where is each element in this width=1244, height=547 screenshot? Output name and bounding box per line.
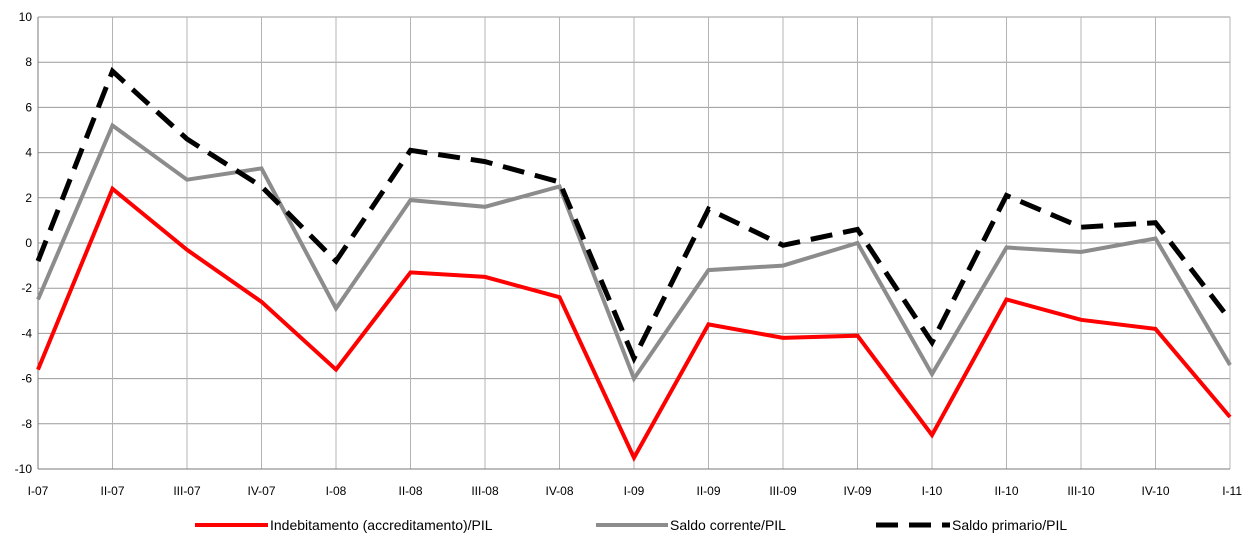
x-tick-label: I-07 — [28, 484, 49, 498]
x-axis-ticks: I-07 II-07 III-07 IV-07 I-08 II-08 III-08 IV-08… — [28, 484, 1243, 498]
legend: Indebitamento (accreditamento)/PIL Saldo … — [195, 517, 1067, 533]
y-tick-label: -10 — [15, 462, 33, 476]
series-line-1 — [36, 185, 1232, 463]
y-axis-ticks: 10 8 6 4 2 0 -2 -4 -6 -8 -10 — [15, 10, 33, 476]
x-tick-label: III-10 — [1067, 484, 1095, 498]
x-tick-label: I-08 — [326, 484, 347, 498]
x-tick-label: I-11 — [1222, 484, 1242, 498]
x-tick-label: IV-07 — [247, 484, 275, 498]
legend-label-1: Indebitamento (accreditamento)/PIL — [270, 517, 493, 533]
x-tick-label: II-08 — [398, 484, 422, 498]
y-tick-label: 4 — [25, 146, 32, 160]
x-tick-label: IV-10 — [1141, 484, 1169, 498]
y-tick-label: 8 — [25, 55, 32, 69]
grid-lines — [37, 16, 1231, 470]
legend-label-2: Saldo corrente/PIL — [670, 517, 786, 533]
y-tick-label: -6 — [21, 372, 32, 386]
y-tick-label: 0 — [25, 236, 32, 250]
x-tick-label: I-10 — [922, 484, 943, 498]
series-line-3 — [35, 66, 1232, 365]
x-tick-label: II-10 — [994, 484, 1018, 498]
x-tick-label: IV-08 — [545, 484, 573, 498]
series-lines — [35, 66, 1232, 463]
x-tick-label: I-09 — [624, 484, 645, 498]
y-tick-label: 6 — [25, 100, 32, 114]
x-tick-label: IV-09 — [843, 484, 871, 498]
y-tick-label: -2 — [21, 281, 32, 295]
x-tick-label: III-07 — [173, 484, 201, 498]
y-tick-label: 10 — [19, 10, 33, 24]
x-tick-label: III-09 — [769, 484, 797, 498]
y-tick-label: -4 — [21, 326, 32, 340]
x-tick-label: II-07 — [100, 484, 124, 498]
legend-label-3: Saldo primario/PIL — [952, 517, 1067, 533]
x-tick-label: II-09 — [696, 484, 720, 498]
x-tick-label: III-08 — [471, 484, 499, 498]
y-tick-label: -8 — [21, 417, 32, 431]
y-tick-label: 2 — [25, 191, 32, 205]
